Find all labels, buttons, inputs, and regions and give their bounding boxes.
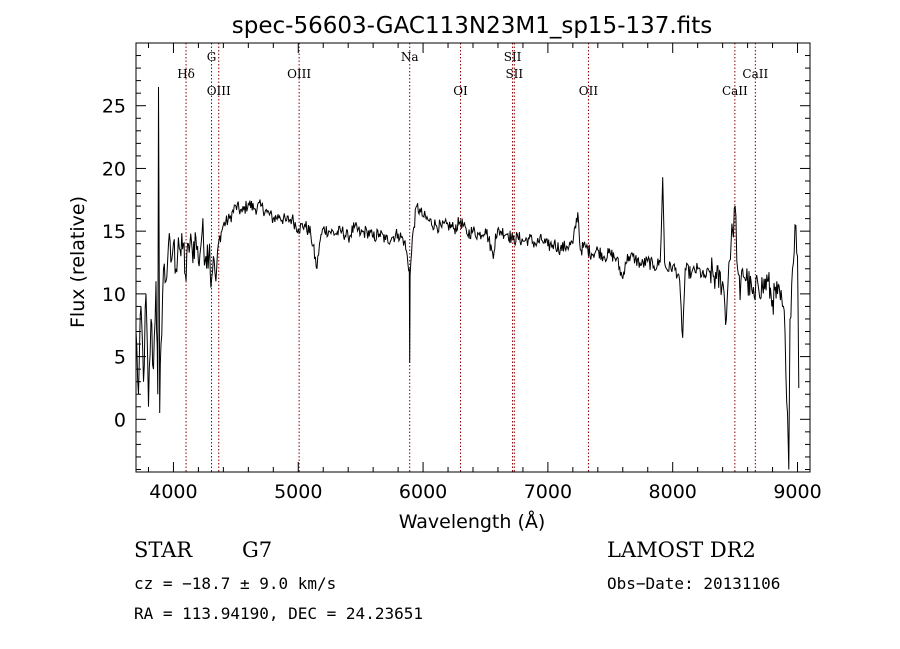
spectral-line-label: OII <box>579 84 599 98</box>
spectral-line-label: CaII <box>742 67 768 81</box>
x-tick-label: 9000 <box>773 481 821 503</box>
coordinates: RA = 113.94190, DEC = 24.23651 <box>134 604 423 623</box>
redshift-velocity: cz = −18.7 ± 9.0 km/s <box>134 574 337 593</box>
spectral-line-label: SII <box>505 67 523 81</box>
chart-title: spec-56603-GAC113N23M1_sp15-137.fits <box>232 13 712 39</box>
observation-date: Obs−Date: 20131106 <box>607 574 781 593</box>
axis-tick-labels: 4000 5000 6000 7000 8000 9000 0 5 10 15 20 25 <box>102 96 822 503</box>
x-tick-label: 6000 <box>399 481 447 503</box>
y-tick-label: 15 <box>102 221 126 243</box>
spectral-line-label: CaII <box>722 84 748 98</box>
spectral-line-label: SII <box>504 50 522 64</box>
x-tick-label: 4000 <box>149 481 197 503</box>
object-class: STAR <box>134 538 193 562</box>
survey-name: LAMOST DR2 <box>607 538 756 562</box>
x-tick-label: 5000 <box>274 481 322 503</box>
plot-frame <box>135 42 811 473</box>
spectrum-series-line <box>135 86 800 470</box>
x-tick-label: 8000 <box>649 481 697 503</box>
object-subclass: G7 <box>242 538 273 562</box>
spectral-line-label: G <box>207 50 217 64</box>
spectral-line-label: OIII <box>207 84 231 98</box>
spectral-line-label: OI <box>453 84 468 98</box>
spectral-line-label: OIII <box>287 67 311 81</box>
y-tick-label: 20 <box>102 158 126 180</box>
spectral-line-markers <box>185 43 756 472</box>
x-axis-label: Wavelength (Å) <box>399 510 546 533</box>
y-axis-label: Flux (relative) <box>67 196 89 328</box>
y-tick-label: 25 <box>102 96 126 118</box>
y-tick-label: 5 <box>114 347 126 369</box>
spectral-line-labels: Hδ G OIII OIII Na OI SII SII OII CaII CaII <box>177 50 768 98</box>
spectral-line-label: Hδ <box>177 67 195 81</box>
spectral-line-label: Na <box>401 50 419 64</box>
axis-ticks <box>136 43 810 472</box>
y-tick-label: 0 <box>114 409 126 431</box>
x-tick-label: 7000 <box>524 481 572 503</box>
y-tick-label: 10 <box>102 284 126 306</box>
